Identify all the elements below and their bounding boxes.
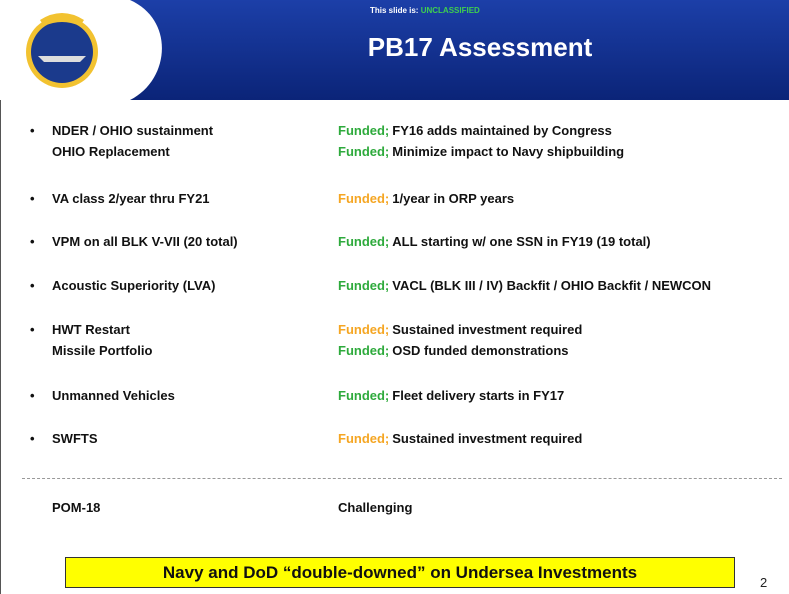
status: Funded; [338, 431, 390, 446]
slide-title: PB17 Assessment [367, 32, 593, 62]
separator [22, 478, 782, 479]
status: Funded; [338, 388, 390, 403]
item-label: NDER / OHIO sustainment [52, 123, 214, 138]
bullet: • [30, 431, 35, 446]
banner: Navy and DoD “double-downed” on Undersea… [65, 557, 735, 588]
status: Funded; [338, 144, 390, 159]
item-status-row: Funded; Fleet delivery starts in FY17 [338, 388, 564, 403]
bullet: • [30, 123, 35, 138]
item-status-row: Funded; Sustained investment required [338, 431, 582, 446]
item-status-row: Funded; FY16 adds maintained by Congress [338, 123, 612, 138]
footer-detail: Challenging [338, 500, 413, 515]
item-status-row: Funded; ALL starting w/ one SSN in FY19 (… [338, 234, 651, 249]
bullet: • [30, 278, 35, 293]
status: Funded; [338, 278, 390, 293]
status-detail: FY16 adds maintained by Congress [392, 123, 612, 138]
status-detail: OSD funded demonstrations [392, 343, 569, 358]
status-detail: Fleet delivery starts in FY17 [392, 388, 565, 403]
status-detail: 1/year in ORP years [392, 191, 515, 206]
status-detail: Sustained investment required [392, 431, 583, 446]
status: Funded; [338, 123, 390, 138]
item-status-row: Funded; 1/year in ORP years [338, 191, 514, 206]
status-detail: Sustained investment required [392, 322, 583, 337]
item-status-row: Funded; Sustained investment required [338, 322, 582, 337]
item-status-row: Funded; Minimize impact to Navy shipbuild… [338, 144, 624, 159]
item-status-row: Funded; VACL (BLK III / IV) Backfit / OHI… [338, 278, 711, 293]
item-label: Acoustic Superiority (LVA) [52, 278, 216, 293]
classification: UNCLASSIFIED [420, 6, 480, 15]
status-detail: ALL starting w/ one SSN in FY19 (19 tota… [392, 234, 651, 249]
header-band [0, 0, 789, 100]
status-detail: VACL (BLK III / IV) Backfit / OHIO Backf… [392, 278, 712, 293]
bullet: • [30, 191, 35, 206]
footer-label: POM-18 [52, 500, 101, 515]
left-border [0, 100, 1, 594]
classification-prefix: This slide is: [370, 6, 419, 15]
bullet: • [30, 388, 35, 403]
item-label: OHIO Replacement [52, 144, 170, 159]
item-label: Missile Portfolio [52, 343, 153, 358]
bullet: • [30, 234, 35, 249]
status: Funded; [338, 191, 390, 206]
page-number: 2 [760, 575, 768, 590]
bullet: • [30, 322, 35, 337]
status-detail: Minimize impact to Navy shipbuilding [392, 144, 625, 159]
status: Funded; [338, 343, 390, 358]
item-status-row: Funded; OSD funded demonstrations [338, 343, 569, 358]
item-label: Unmanned Vehicles [52, 388, 175, 403]
status: Funded; [338, 234, 390, 249]
item-label: HWT Restart [52, 322, 131, 337]
status: Funded; [338, 322, 390, 337]
item-label: SWFTS [52, 431, 98, 446]
item-label: VA class 2/year thru FY21 [52, 191, 210, 206]
item-label: VPM on all BLK V-VII (20 total) [52, 234, 238, 249]
